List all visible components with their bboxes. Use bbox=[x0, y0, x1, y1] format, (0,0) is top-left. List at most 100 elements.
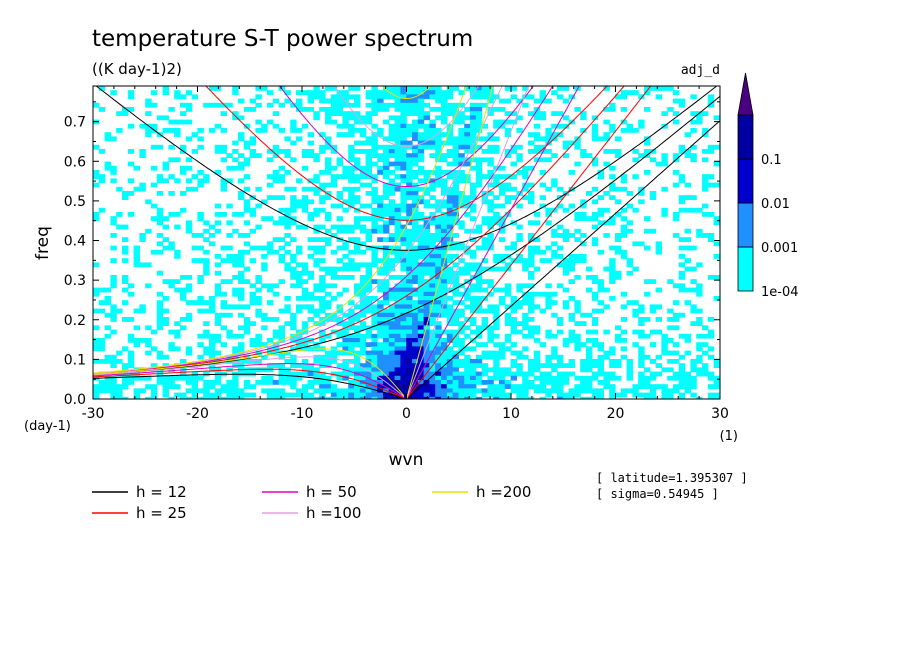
heatmap-cell bbox=[516, 98, 523, 104]
heatmap-cell bbox=[435, 287, 442, 293]
heatmap-cell bbox=[325, 384, 332, 389]
heatmap-cell bbox=[336, 228, 343, 234]
heatmap-cell bbox=[568, 279, 575, 284]
heatmap-cell bbox=[307, 98, 314, 104]
heatmap-cell bbox=[185, 157, 193, 163]
heatmap-cell bbox=[394, 396, 401, 399]
heatmap-cell bbox=[313, 371, 320, 377]
heatmap-cell bbox=[452, 86, 459, 91]
heatmap-cell bbox=[377, 203, 384, 209]
heatmap-cell bbox=[325, 228, 332, 234]
heatmap-cell bbox=[325, 375, 332, 381]
heatmap-cell bbox=[528, 199, 535, 205]
heatmap-cell bbox=[580, 258, 587, 263]
heatmap-cell bbox=[388, 212, 396, 217]
heatmap-cell bbox=[330, 107, 338, 112]
heatmap-cell bbox=[412, 338, 419, 343]
heatmap-cell bbox=[446, 279, 454, 284]
heatmap-cell bbox=[539, 115, 546, 121]
heatmap-cell bbox=[441, 157, 448, 163]
heatmap-cell bbox=[417, 371, 425, 377]
heatmap-cell bbox=[464, 346, 471, 352]
heatmap-cell bbox=[365, 283, 372, 289]
heatmap-cell bbox=[342, 98, 349, 104]
heatmap-cell bbox=[336, 333, 343, 339]
heatmap-cell bbox=[348, 174, 355, 179]
heatmap-cell bbox=[238, 279, 245, 284]
heatmap-cell bbox=[678, 144, 686, 150]
heatmap-cell bbox=[139, 123, 146, 129]
heatmap-cell bbox=[296, 283, 303, 289]
heatmap-cell bbox=[429, 241, 436, 247]
heatmap-cell bbox=[133, 165, 140, 171]
heatmap-cell bbox=[267, 350, 274, 356]
heatmap-cell bbox=[591, 359, 599, 364]
heatmap-cell bbox=[255, 186, 262, 192]
heatmap-cell bbox=[429, 359, 436, 364]
heatmap-cell bbox=[400, 350, 407, 356]
heatmap-cell bbox=[249, 140, 256, 146]
dispersion-curve-h100 bbox=[93, 356, 405, 398]
heatmap-cell bbox=[557, 245, 564, 251]
heatmap-cell bbox=[180, 359, 187, 364]
heatmap-cell bbox=[400, 237, 407, 242]
heatmap-cell bbox=[487, 161, 494, 167]
heatmap-cell bbox=[435, 300, 442, 305]
heatmap-cell bbox=[417, 212, 425, 217]
heatmap-cell bbox=[487, 203, 494, 209]
heatmap-cell bbox=[412, 342, 419, 347]
heatmap-cell bbox=[383, 119, 390, 125]
heatmap-cell bbox=[394, 359, 401, 364]
heatmap-cell bbox=[423, 136, 430, 142]
heatmap-cell bbox=[481, 220, 488, 226]
heatmap-cell bbox=[255, 287, 262, 293]
heatmap-cell bbox=[371, 279, 378, 284]
heatmap-cell bbox=[417, 115, 425, 121]
heatmap-cell bbox=[342, 375, 349, 381]
heatmap-cell bbox=[290, 102, 297, 108]
heatmap-cell bbox=[336, 224, 343, 230]
heatmap-cell bbox=[365, 216, 372, 221]
heatmap-cell bbox=[551, 346, 558, 352]
heatmap-cell bbox=[104, 296, 111, 301]
heatmap-cell bbox=[249, 212, 256, 217]
heatmap-cell bbox=[151, 388, 158, 394]
heatmap-cell bbox=[603, 287, 610, 293]
heatmap-cell bbox=[383, 308, 390, 314]
heatmap-cell bbox=[504, 396, 512, 399]
heatmap-cell bbox=[678, 102, 686, 108]
heatmap-cell bbox=[359, 300, 367, 305]
heatmap-cell bbox=[226, 304, 233, 310]
heatmap-cell bbox=[435, 262, 442, 268]
heatmap-cell bbox=[609, 346, 616, 352]
heatmap-cell bbox=[313, 396, 320, 399]
heatmap-cell bbox=[110, 258, 117, 263]
heatmap-cell bbox=[406, 346, 413, 352]
heatmap-cell bbox=[371, 228, 378, 234]
heatmap-cell bbox=[435, 363, 442, 368]
heatmap-cell bbox=[551, 254, 558, 259]
heatmap-cell bbox=[394, 86, 401, 91]
heatmap-cell bbox=[522, 258, 529, 263]
heatmap-cell bbox=[667, 388, 674, 394]
heatmap-cell bbox=[383, 228, 390, 234]
heatmap-cell bbox=[400, 123, 407, 129]
heatmap-cell bbox=[400, 342, 407, 347]
heatmap-cell bbox=[452, 140, 459, 146]
heatmap-cell bbox=[545, 136, 552, 142]
heatmap-cell bbox=[504, 262, 512, 268]
heatmap-cell bbox=[481, 287, 488, 293]
heatmap-cell bbox=[133, 371, 140, 377]
heatmap-cell bbox=[220, 186, 227, 192]
heatmap-cell bbox=[620, 291, 628, 297]
heatmap-cell bbox=[435, 371, 442, 377]
heatmap-cell bbox=[684, 258, 691, 263]
heatmap-cell bbox=[93, 346, 100, 352]
heatmap-cell bbox=[278, 388, 285, 394]
heatmap-cell bbox=[180, 191, 187, 196]
heatmap-cell bbox=[429, 308, 436, 314]
heatmap-cell bbox=[493, 371, 500, 377]
heatmap-cell bbox=[417, 144, 425, 150]
heatmap-cell bbox=[597, 279, 604, 284]
heatmap-cell bbox=[406, 174, 413, 179]
